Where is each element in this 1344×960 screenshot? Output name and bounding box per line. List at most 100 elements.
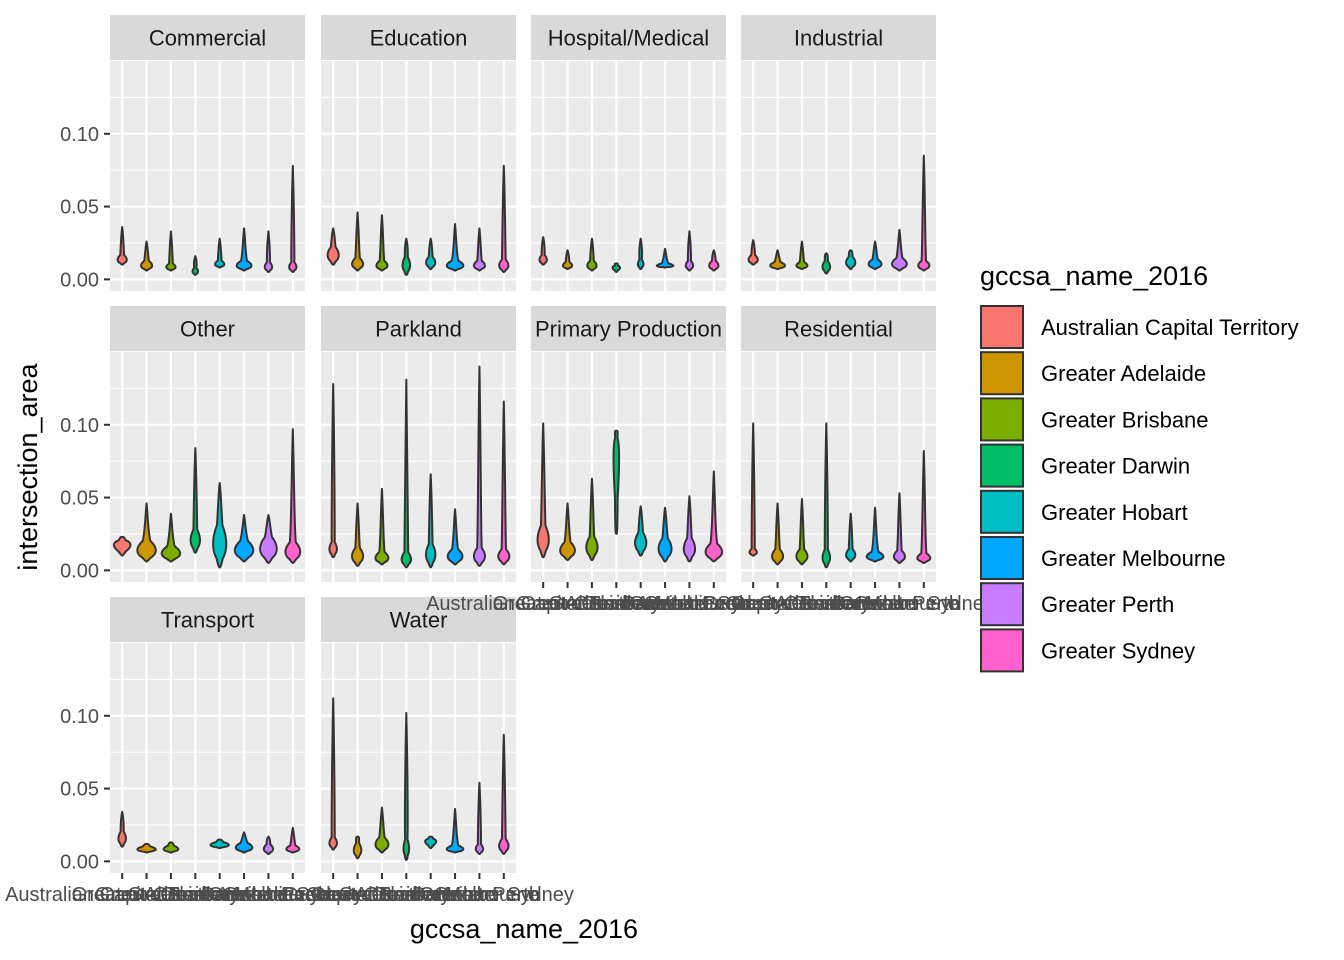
violin-australian-capital-territory [116,225,128,266]
x-tick-label: Greater Sydney [854,593,994,615]
legend-title: gccsa_name_2016 [980,261,1208,291]
violin-greater-brisbane [586,237,598,272]
violin-greater-brisbane [795,240,809,271]
y-tick-label: 0.05 [60,779,99,801]
x-tick-label: Greater Brisbane [306,884,458,906]
x-tick-label: Greater Adelaide [72,884,222,906]
violin-greater-brisbane [160,512,182,563]
violin-greater-sydney [917,154,931,272]
violin-greater-brisbane [795,498,809,566]
violin-greater-darwin [821,422,832,569]
violin-greater-darwin [400,378,412,569]
x-tick-label: Greater Hobart [153,884,287,906]
legend-item-greater-melbourne: Greater Melbourne [980,536,1226,580]
facet-strip-label: Other [180,317,235,342]
facet-panel-residential: Residential [741,306,936,582]
legend-label: Greater Brisbane [1041,407,1209,432]
violin-greater-darwin [402,711,411,861]
violin-australian-capital-territory [326,227,340,266]
violin-greater-sydney [916,449,932,565]
legend-item-greater-adelaide: Greater Adelaide [980,351,1206,396]
x-tick-label: Greater Darwin [759,593,895,615]
violin-greater-melbourne [865,506,885,563]
violin-greater-darwin [401,237,412,276]
violin-greater-hobart [212,482,228,569]
x-tick-label: Greater Brisbane [726,593,878,615]
violin-greater-sydney [497,400,511,566]
violin-australian-capital-territory [748,422,758,557]
violin-greater-hobart [425,237,437,271]
violin-greater-melbourne [445,807,465,854]
facet-strip-label: Transport [161,608,254,633]
facet-strip-label: Parkland [375,317,462,342]
x-tick-label: Greater Darwin [128,884,264,906]
x-tick-label: Australian Capital Territory [216,884,450,906]
violin-greater-adelaide [561,249,574,271]
x-tick-label: Greater Hobart [364,884,498,906]
legend-swatch [980,305,1024,349]
violin-greater-darwin [191,255,200,276]
violin-greater-perth [891,228,908,272]
legend-label: Greater Darwin [1041,454,1190,479]
facet-strip-label: Industrial [794,26,883,51]
facet-strip-label: Water [390,608,448,633]
y-tick-label: 0.10 [60,124,99,146]
violin-greater-adelaide [769,249,786,271]
violin-greater-hobart [424,835,438,850]
violin-greater-adelaide [136,842,157,854]
violin-greater-brisbane [585,477,599,562]
x-tick-label: Greater Melbourne [791,593,959,615]
x-tick-label: Australian Capital Territory [5,884,239,906]
violin-greater-melbourne [235,227,253,272]
x-tick-label: Greater Perth [839,593,960,615]
facet-strip [110,597,305,642]
violin-greater-adelaide [352,835,363,860]
violin-greater-hobart [845,249,857,271]
x-tick-label: Greater Perth [629,593,750,615]
x-tick-label: Greater Sydney [644,593,784,615]
facet-strip [110,306,305,351]
x-tick-label: Greater Hobart [574,593,708,615]
panel-background [321,352,516,582]
facet-strip-label: Education [370,26,468,51]
x-tick-label: Greater Perth [419,884,540,906]
facet-panel-education: Education [321,15,516,291]
y-tick-label: 0.05 [60,197,99,219]
violin-greater-darwin [189,447,201,554]
legend-swatch [980,443,1024,488]
violin-greater-perth [472,227,486,272]
violin-greater-melbourne [867,240,883,271]
legend-label: Australian Capital Territory [1041,315,1299,340]
legend-item-greater-perth: Greater Perth [980,582,1174,627]
x-tick-label: Greater Adelaide [493,593,643,615]
violin-greater-darwin [821,252,832,275]
x-axis-title: gccsa_name_2016 [410,914,638,944]
facet-strip-label: Residential [784,317,893,342]
panel-background [741,352,936,582]
violin-greater-brisbane [375,214,389,272]
legend-swatch [980,489,1024,534]
legend-item-greater-hobart: Greater Hobart [980,489,1188,534]
x-tick-label: Australian Capital Territory [636,593,870,615]
panel-background [110,61,305,291]
facet-panel-primary-production: Primary Production [531,306,726,582]
panel-background [531,61,726,291]
violin-australian-capital-territory [536,422,550,559]
x-tick-label: Greater Melbourne [371,884,539,906]
x-tick-label: Greater Brisbane [95,884,247,906]
x-tick-label: Greater Perth [208,884,329,906]
x-tick-label: Greater Darwin [339,884,475,906]
legend-label: Greater Melbourne [1041,546,1226,571]
facet-panel-industrial: Industrial [741,15,936,291]
violin-greater-hobart [634,505,648,557]
y-tick-label: 0.00 [60,851,99,873]
violin-greater-melbourne [445,223,465,272]
y-tick-label: 0.05 [60,488,99,510]
violin-greater-perth [684,230,695,272]
y-tick-label: 0.10 [60,706,99,728]
legend-label: Greater Perth [1041,592,1174,617]
facet-strip [321,15,516,60]
panel-background [110,643,305,873]
violin-greater-sydney [708,249,720,272]
x-tick-label: Greater Hobart [784,593,918,615]
